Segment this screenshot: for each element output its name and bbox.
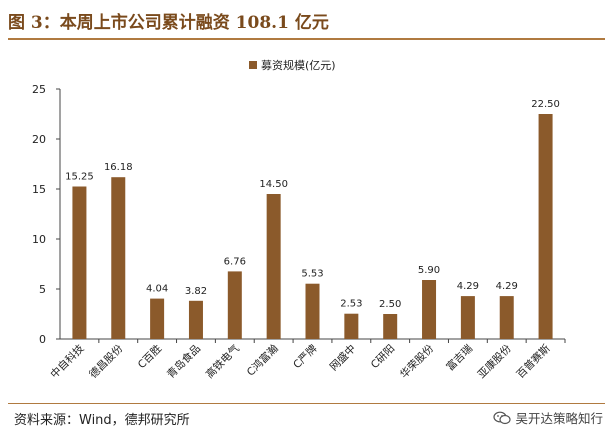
x-tick-label: 高铁电气: [203, 342, 242, 381]
x-tick-label: 中自科技: [48, 342, 87, 381]
y-tick-label: 10: [32, 233, 46, 246]
bar: [266, 194, 281, 339]
bar: [344, 313, 359, 339]
data-label: 14.50: [259, 179, 288, 190]
bar: [227, 271, 242, 339]
y-tick-label: 25: [32, 83, 46, 96]
bar: [111, 177, 126, 339]
data-label: 4.29: [457, 281, 479, 292]
bar: [72, 186, 87, 339]
x-tick-label: C研阳: [369, 343, 398, 372]
x-tick-label: C鸿富瀚: [244, 342, 281, 379]
data-label: 2.50: [379, 299, 401, 310]
bar: [460, 296, 475, 339]
y-tick-label: 15: [32, 183, 46, 196]
bar: [188, 300, 203, 339]
title-rule: [8, 38, 605, 40]
bar: [499, 296, 514, 339]
source-note: 资料来源：Wind，德邦研究所: [14, 413, 190, 428]
data-label: 4.04: [146, 284, 168, 295]
y-tick-label: 0: [39, 333, 46, 346]
data-label: 6.76: [224, 256, 246, 267]
bar: [305, 283, 320, 339]
x-tick-label: 亚康股份: [475, 342, 514, 381]
x-tick-label: 百普赛斯: [514, 342, 553, 381]
source-rule: [8, 403, 605, 404]
x-tick-label: C严牌: [290, 342, 320, 372]
watermark-text: 吴开达策略知行: [515, 411, 603, 426]
figure-title: 图 3：本周上市公司累计融资 108.1 亿元: [8, 13, 329, 33]
bar: [150, 298, 165, 339]
data-label: 22.50: [531, 99, 560, 110]
y-tick-label: 20: [32, 133, 46, 146]
x-tick-label: 富吉瑞: [444, 342, 476, 374]
data-label: 4.29: [496, 281, 518, 292]
data-label: 5.53: [301, 269, 323, 280]
data-label: 16.18: [104, 162, 133, 173]
x-tick-label: 华荣股份: [397, 342, 436, 381]
data-label: 15.25: [65, 172, 94, 183]
wechat-icon: [493, 411, 512, 424]
data-label: 3.82: [185, 286, 207, 297]
bar: [383, 314, 398, 339]
x-tick-label: 网盛中: [327, 342, 358, 373]
bar: [422, 280, 437, 339]
legend-label: 募资规模(亿元): [261, 58, 336, 72]
data-label: 5.90: [418, 265, 440, 276]
bar-chart: 募资规模(亿元) 0 5 10 15 20 25 15.25 中自科技 16.18 德昌股份 4.04…: [32, 58, 566, 381]
bar: [538, 114, 553, 339]
x-tick-label: C百胜: [136, 342, 165, 371]
data-label: 2.53: [340, 299, 362, 310]
x-tick-label: 德昌股份: [86, 342, 125, 381]
y-tick-label: 5: [39, 283, 46, 296]
x-tick-label: 青岛食品: [164, 342, 203, 381]
watermark: 吴开达策略知行: [493, 408, 603, 427]
legend-swatch: [249, 61, 257, 69]
